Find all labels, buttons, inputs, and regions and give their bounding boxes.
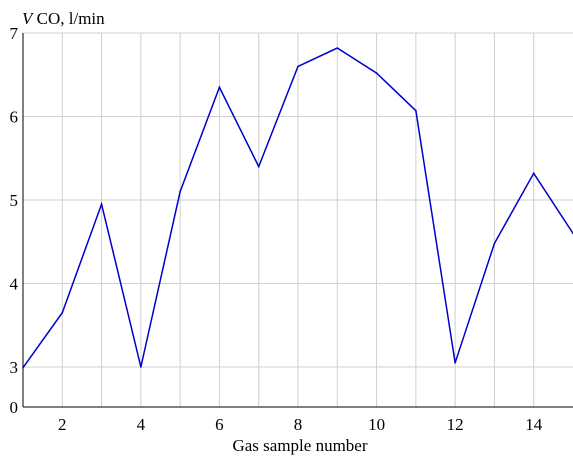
data-point-7: [257, 165, 260, 168]
x-axis-label: Gas sample number: [232, 436, 367, 455]
x-tick-label-4: 4: [137, 415, 146, 434]
data-point-11: [415, 109, 417, 112]
y-axis-label: V CO, l/min: [22, 9, 105, 28]
y-tick-label-3: 3: [10, 358, 19, 377]
data-point-1: [22, 366, 24, 369]
x-tick-label-2: 2: [58, 415, 67, 434]
x-tick-label-8: 8: [294, 415, 303, 434]
x-tick-label-10: 10: [368, 415, 385, 434]
data-point-4: [140, 366, 142, 368]
axes: [22, 33, 573, 408]
data-point-3: [100, 203, 103, 205]
data-point-8: [297, 65, 299, 68]
data-point-12: [454, 362, 456, 364]
y-tick-label-4: 4: [10, 275, 19, 294]
y-tick-label-6: 6: [10, 108, 19, 127]
series-group: [22, 47, 573, 369]
x-tick-label-14: 14: [525, 415, 543, 434]
y-axis-label-symbol: V: [22, 9, 35, 28]
y-tick-label-7: 7: [10, 24, 19, 43]
y-tick-label-0: 0: [10, 398, 19, 417]
data-point-6: [218, 86, 221, 89]
data-point-13: [493, 242, 496, 245]
data-point-14: [532, 172, 535, 175]
x-tick-label-12: 12: [447, 415, 464, 434]
y-axis-label-text: CO, l/min: [32, 9, 105, 28]
data-point-5: [179, 190, 181, 193]
grid-lines: [23, 32, 573, 407]
tick-labels: 2 4 6 8 10 12 14 0 3 4 5 6 7: [10, 24, 543, 434]
data-point-9: [336, 47, 339, 49]
data-point-10: [375, 72, 378, 74]
x-tick-label-6: 6: [215, 415, 224, 434]
y-tick-label-5: 5: [10, 191, 19, 210]
data-point-2: [61, 311, 64, 314]
